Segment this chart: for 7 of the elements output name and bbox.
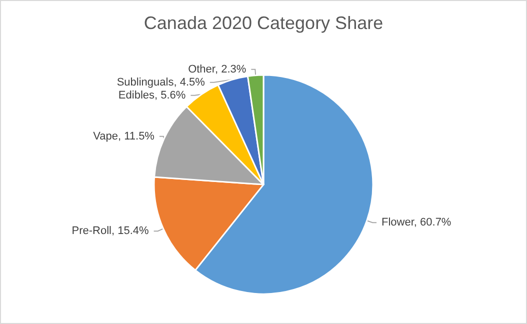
slice-label: Edibles, 5.6% [118, 89, 186, 102]
slice-label: Pre-Roll, 15.4% [72, 225, 150, 238]
slice-label: Sublinguals, 4.5% [116, 76, 206, 88]
slice-label: Flower, 60.7% [382, 216, 452, 229]
slice-label: Vape, 11.5% [93, 130, 155, 142]
slice-label: Other, 2.3% [188, 63, 246, 76]
chart-title: Canada 2020 Category Share [144, 13, 384, 33]
